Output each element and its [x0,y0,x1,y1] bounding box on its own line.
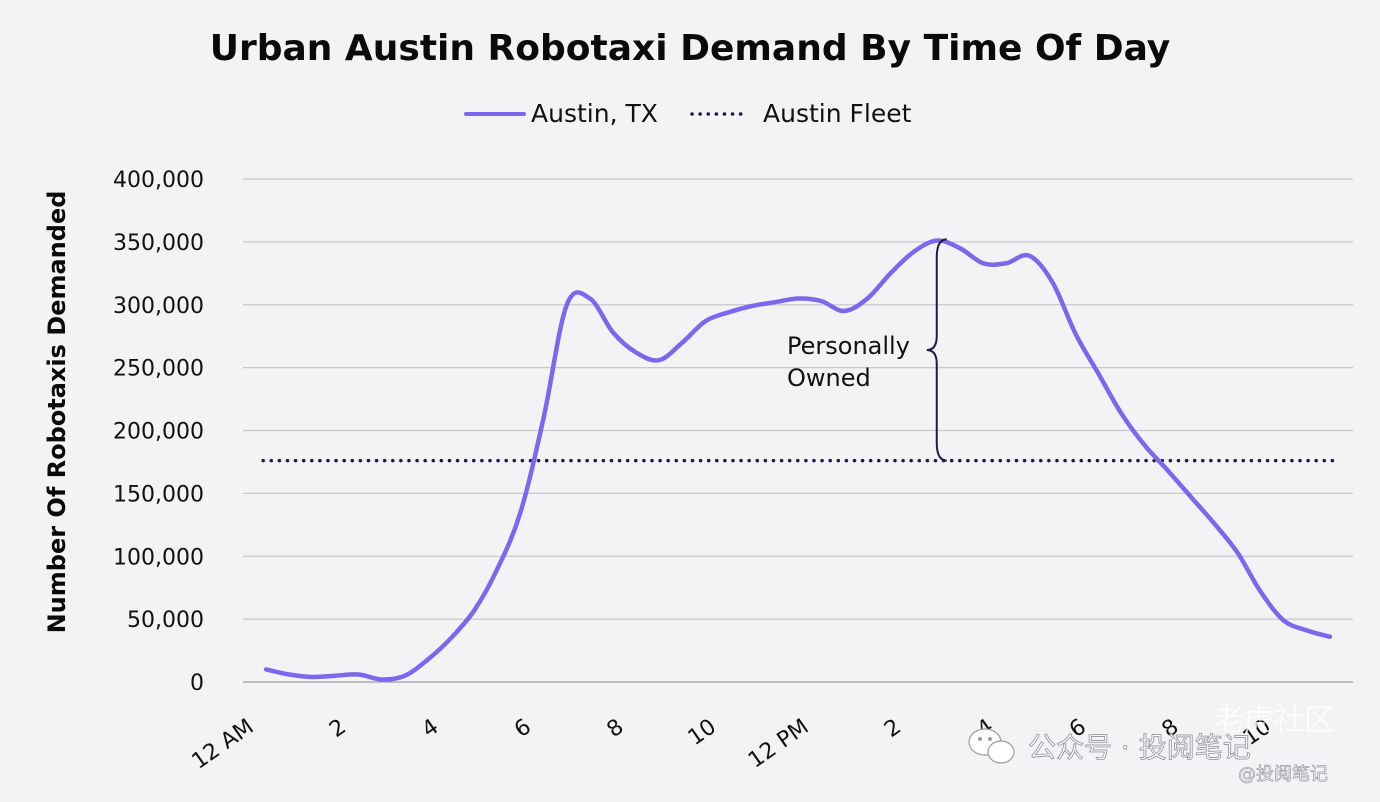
legend-austin-label: Austin, TX [531,99,658,128]
y-tick-label: 200,000 [113,420,204,445]
watermark-handle-text: @投阅笔记 [1238,764,1328,785]
chart-title: Urban Austin Robotaxi Demand By Time Of … [210,28,1171,69]
annotation-layer: Personally Owned [787,238,947,462]
series-austin-tx-line [263,238,1333,682]
gridlines [243,178,1353,683]
y-tick-label: 350,000 [113,231,204,256]
annotation-text: Personally [787,332,910,360]
y-tick-label: 150,000 [113,482,204,507]
y-tick-label: 300,000 [113,294,204,319]
y-axis-ticks: 0 50,000 100,000 150,000 200,000 250,000 300,0… [113,168,204,696]
watermark: 公众号 · 投阅笔记 老虎社区 @投阅笔记 [968,703,1334,785]
wechat-icon [968,728,1015,764]
annotation-text: Owned [787,364,871,392]
y-tick-label: 100,000 [113,545,204,570]
y-tick-label: 400,000 [113,168,204,193]
legend-fleet-label: Austin Fleet [763,99,912,128]
y-axis-label: Number Of Robotaxis Demanded [43,191,71,634]
annotation-brace [926,238,947,462]
series-layer [261,238,1338,682]
watermark-tiger-text: 老虎社区 [1214,703,1334,738]
watermark-wechat-text: 公众号 · 投阅笔记 [1028,731,1251,764]
y-tick-label: 0 [190,671,204,696]
legend: Austin, TX Austin Fleet [464,99,912,128]
y-tick-label: 250,000 [113,357,204,382]
y-tick-label: 50,000 [127,608,204,633]
